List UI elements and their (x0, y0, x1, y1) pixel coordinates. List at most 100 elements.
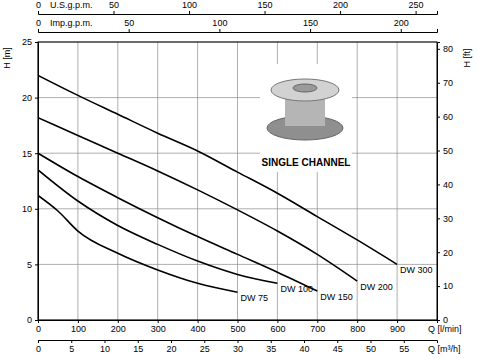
tick-label: 5 (69, 344, 74, 354)
tick-label: 0 (36, 344, 41, 354)
tick-mark (371, 340, 372, 343)
tick: 50 (109, 0, 119, 14)
tick-label: 0 (27, 315, 32, 325)
y2-axis: 01020304050607080 (437, 43, 453, 326)
tick-label: 25 (22, 37, 32, 47)
tick-mark (129, 29, 130, 32)
tick: 0 (36, 0, 41, 14)
pump-curve (38, 153, 317, 291)
tick-label: 70 (443, 78, 453, 88)
tick-label: 100 (212, 18, 227, 28)
tick: 500 (230, 320, 245, 334)
tick-mark (265, 11, 266, 14)
tick: 50 (437, 146, 453, 156)
tick-mark (171, 340, 172, 343)
tick: 60 (437, 112, 453, 122)
tick-label: 50 (366, 344, 376, 354)
tick-mark (158, 320, 159, 323)
tick-mark (35, 42, 38, 43)
tick-mark (35, 98, 38, 99)
tick-mark (114, 11, 115, 14)
tick-mark (304, 340, 305, 343)
tick: 900 (390, 320, 405, 334)
tick-mark (277, 320, 278, 323)
tick-mark (219, 29, 220, 32)
tick-mark (78, 320, 79, 323)
tick-label: 10 (100, 344, 110, 354)
tick-mark (238, 320, 239, 323)
tick: 800 (350, 320, 365, 334)
tick-label: 55 (399, 344, 409, 354)
tick: 30 (233, 340, 243, 354)
tick-label: 25 (200, 344, 210, 354)
tick: 45 (333, 340, 343, 354)
tick-mark (71, 340, 72, 343)
tick: 30 (437, 214, 453, 224)
tick: 5 (69, 340, 74, 354)
tick-label: 60 (443, 112, 453, 122)
tick: 100 (212, 18, 227, 32)
tick-mark (198, 320, 199, 323)
tick: 150 (258, 0, 273, 14)
tick-label: 100 (182, 0, 197, 10)
tick-mark (401, 29, 402, 32)
grid-line-x (237, 42, 238, 320)
grid-line-y (38, 97, 437, 98)
x4-axis: 050100150200 (36, 18, 438, 33)
tick: 10 (100, 340, 110, 354)
tick-mark (105, 340, 106, 343)
axis-line (438, 43, 441, 321)
tick-label: 40 (299, 344, 309, 354)
tick: 600 (270, 320, 285, 334)
axis-title: Q [m³/h] (428, 344, 461, 354)
tick: 200 (111, 320, 126, 334)
tick-mark (38, 29, 39, 32)
pump-curve (38, 118, 357, 281)
tick-label: 20 (166, 344, 176, 354)
tick-label: 200 (394, 18, 409, 28)
tick: 35 (266, 340, 276, 354)
tick-label: 5 (27, 260, 32, 270)
grid-line-x (357, 42, 358, 320)
tick-mark (437, 117, 440, 118)
y-axis: 0510152025 (22, 37, 39, 325)
tick: 250 (409, 0, 424, 14)
tick: 20 (166, 340, 176, 354)
tick-mark (238, 340, 239, 343)
axis-line (39, 11, 438, 15)
grid-line-y (38, 264, 437, 265)
tick-mark (397, 320, 398, 323)
series-label: DW 75 (241, 293, 269, 303)
axis-title: H [ft] (462, 48, 472, 67)
tick: 15 (22, 149, 38, 159)
tick: 80 (437, 44, 453, 54)
plot-frame (38, 42, 437, 320)
grid-line-x (397, 42, 398, 320)
tick: 5 (27, 260, 38, 270)
tick: 0 (27, 315, 38, 325)
tick-label: 40 (443, 180, 453, 190)
tick-label: 0 (36, 0, 41, 10)
grid-line-x (197, 42, 198, 320)
tick: 0 (36, 18, 41, 32)
tick-mark (337, 340, 338, 343)
tick-mark (437, 184, 440, 185)
tick-label: 800 (350, 324, 365, 334)
tick-mark (118, 320, 119, 323)
tick: 70 (437, 78, 453, 88)
tick: 40 (437, 180, 453, 190)
tick-label: 150 (303, 18, 318, 28)
tick-label: 400 (191, 324, 206, 334)
tick: 50 (366, 340, 376, 354)
tick-mark (437, 218, 440, 219)
tick: 100 (182, 0, 197, 14)
tick-label: 200 (333, 0, 348, 10)
tick-label: 20 (443, 248, 453, 258)
tick: 40 (299, 340, 309, 354)
tick-mark (437, 151, 440, 152)
tick: 25 (200, 340, 210, 354)
pump-curve (38, 170, 277, 283)
tick-label: 50 (109, 0, 119, 10)
tick-mark (317, 320, 318, 323)
tick: 55 (399, 340, 409, 354)
